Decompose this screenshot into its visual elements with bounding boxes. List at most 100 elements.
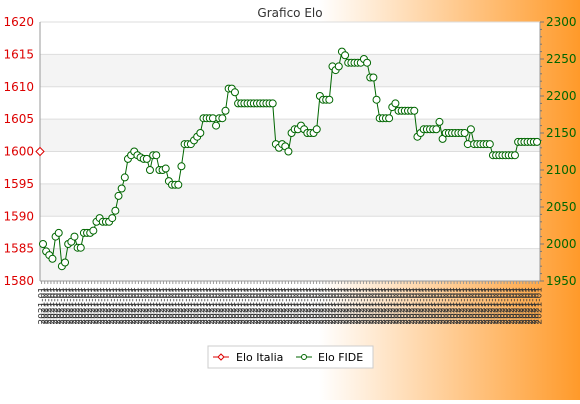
data-point-elo-fide [177, 162, 186, 171]
x-tick-label: 2021-01 [519, 287, 529, 325]
x-tick-label: 2021-01 [206, 287, 216, 325]
x-tick-label: 2021-01 [297, 287, 307, 325]
legend-marker-elo-italia [217, 353, 225, 361]
x-tick-label: 2021-01 [394, 287, 404, 325]
data-point-elo-fide [161, 164, 170, 173]
data-point-elo-fide [334, 62, 343, 71]
x-tick-label: 2021-01 [403, 287, 413, 325]
x-tick-label: 2021-01 [525, 287, 535, 325]
x-tick-label: 2021-01 [188, 287, 198, 325]
x-tick-label: 2021-01 [72, 287, 82, 325]
data-point-elo-fide [341, 51, 350, 60]
x-tick-label: 2021-01 [281, 287, 291, 325]
x-tick-label: 2021-01 [203, 287, 213, 325]
legend: Elo Italia Elo FIDE [207, 345, 374, 369]
y-right-tick-label: 1950 [546, 274, 577, 288]
x-tick-label: 2021-01 [63, 287, 73, 325]
x-tick-label: 2021-01 [256, 287, 266, 325]
x-tick-label: 2021-01 [344, 287, 354, 325]
x-tick-label: 2021-01 [325, 287, 335, 325]
x-tick-label: 2021-01 [497, 287, 507, 325]
data-point-elo-fide [385, 114, 394, 123]
x-tick-label: 2021-01 [191, 287, 201, 325]
data-point-elo-fide [218, 114, 227, 123]
x-tick-label: 2021-01 [466, 287, 476, 325]
x-tick-label: 2021-01 [309, 287, 319, 325]
x-tick-label: 2021-01 [153, 287, 163, 325]
data-point-elo-fide [466, 125, 475, 134]
x-tick-label: 2021-01 [391, 287, 401, 325]
x-tick-label: 2021-01 [447, 287, 457, 325]
data-point-elo-fide [391, 99, 400, 108]
x-tick-label: 2021-01 [94, 287, 104, 325]
y-left-tick-label: 1610 [3, 80, 34, 94]
data-point-elo-fide [117, 184, 126, 193]
x-tick-label: 2021-01 [406, 287, 416, 325]
x-tick-label: 2021-01 [234, 287, 244, 325]
x-tick-label: 2021-01 [184, 287, 194, 325]
grid-band [40, 216, 540, 249]
x-tick-label: 2021-01 [156, 287, 166, 325]
x-tick-label: 2021-01 [263, 287, 273, 325]
x-tick-label: 2021-01 [244, 287, 254, 325]
x-tick-label: 2021-01 [247, 287, 257, 325]
x-tick-label: 2021-01 [444, 287, 454, 325]
x-tick-label: 2021-01 [413, 287, 423, 325]
x-tick-label: 2021-01 [441, 287, 451, 325]
data-point-elo-fide [61, 258, 70, 267]
y-left-tick-label: 1580 [3, 274, 34, 288]
data-point-elo-fide [54, 228, 63, 237]
x-tick-label: 2021-01 [253, 287, 263, 325]
y-right-tick-label: 2050 [546, 200, 577, 214]
x-tick-label: 2021-01 [331, 287, 341, 325]
x-tick-label: 2021-01 [284, 287, 294, 325]
x-tick-label: 2021-01 [428, 287, 438, 325]
x-tick-label: 2021-01 [503, 287, 513, 325]
axes: 1580 1585 1590 1595 1600 1605 1610 1615 1620 1950… [3, 15, 576, 288]
x-tick-label: 2021-01 [516, 287, 526, 325]
x-tick-label: 2021-01 [316, 287, 326, 325]
x-tick-label: 2021-01 [291, 287, 301, 325]
x-tick-label: 2021-01 [122, 287, 132, 325]
x-tick-label: 2021-01 [181, 287, 191, 325]
x-tick-label: 2021-01 [431, 287, 441, 325]
data-point-elo-fide [230, 88, 239, 97]
y-left-tick-label: 1615 [3, 47, 34, 61]
y-left-tick-label: 1585 [3, 242, 34, 256]
x-tick-label: 2021-01 [119, 287, 129, 325]
x-tick-label: 2021-01 [384, 287, 394, 325]
x-tick-label: 2021-01 [131, 287, 141, 325]
y-left-tick-label: 1590 [3, 209, 34, 223]
x-tick-label: 2021-01 [109, 287, 119, 325]
x-tick-label: 2021-01 [363, 287, 373, 325]
x-tick-label: 2021-01 [228, 287, 238, 325]
x-tick-label: 2021-01 [338, 287, 348, 325]
x-tick-label: 2021-01 [178, 287, 188, 325]
x-tick-label: 2021-01 [534, 287, 544, 325]
x-tick-label: 2021-01 [175, 287, 185, 325]
x-tick-label: 2021-01 [341, 287, 351, 325]
y-right-tick-label: 2000 [546, 237, 577, 251]
x-tick-label: 2021-01 [416, 287, 426, 325]
x-tick-label: 2021-01 [84, 287, 94, 325]
x-tick-label: 2021-01 [531, 287, 541, 325]
x-tick-label: 2021-01 [200, 287, 210, 325]
grid-band [40, 54, 540, 87]
x-tick-label: 2021-01 [409, 287, 419, 325]
data-point-elo-fide [284, 147, 293, 156]
x-tick-label: 2021-01 [506, 287, 516, 325]
x-tick-label: 2021-01 [197, 287, 207, 325]
x-tick-label: 2021-01 [322, 287, 332, 325]
x-tick-label: 2021-01 [513, 287, 523, 325]
x-tick-label: 2021-01 [141, 287, 151, 325]
x-tick-label: 2021-01 [509, 287, 519, 325]
x-tick-label: 2021-01 [522, 287, 532, 325]
data-point-elo-fide [325, 95, 334, 104]
grid-band [40, 22, 540, 55]
data-point-elo-fide [212, 121, 221, 130]
x-tick-label: 2021-01 [400, 287, 410, 325]
x-tick-label: 2021-01 [219, 287, 229, 325]
data-point-elo-fide [268, 99, 277, 108]
